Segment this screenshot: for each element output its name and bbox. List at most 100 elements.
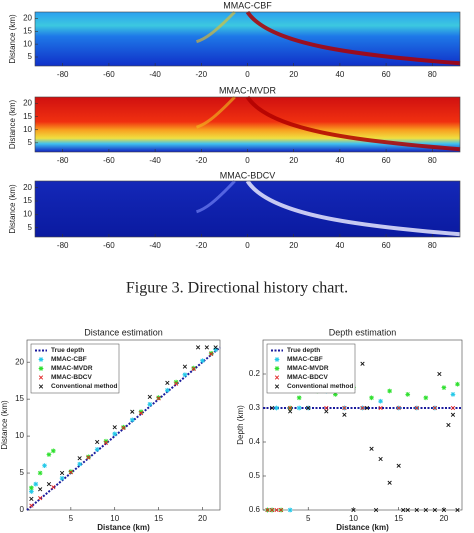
legend-label: MMAC-CBF — [51, 356, 87, 363]
point — [121, 424, 126, 430]
point — [432, 405, 437, 411]
point — [387, 480, 392, 485]
x-tick-label: 60 — [382, 70, 391, 79]
x-tick-label: 20 — [289, 156, 298, 165]
point — [432, 507, 437, 513]
point — [423, 395, 429, 401]
legend-label: MMAC-BDCV — [51, 374, 92, 381]
y-tick-label: 15 — [23, 196, 32, 205]
point — [29, 503, 34, 508]
point — [414, 507, 419, 513]
x-tick-label: 0 — [245, 156, 250, 165]
legend-label: Conventional method — [287, 383, 353, 390]
point — [46, 482, 52, 487]
y-tick-label: 0 — [20, 505, 25, 514]
legend-swatch — [38, 357, 44, 362]
track-side — [195, 179, 236, 214]
point — [37, 470, 43, 476]
y-axis-label: Distance (km) — [8, 184, 17, 234]
point — [324, 405, 329, 411]
point — [441, 385, 447, 390]
legend-swatch — [274, 384, 280, 389]
y-tick-label: 10 — [23, 39, 32, 48]
point — [86, 455, 91, 460]
point — [360, 405, 365, 411]
point — [129, 417, 135, 423]
y-axis-label: Distance (km) — [8, 99, 17, 149]
point — [288, 405, 293, 411]
point — [450, 392, 456, 397]
point — [112, 425, 117, 430]
point — [387, 388, 392, 394]
point — [369, 395, 374, 401]
point — [103, 438, 109, 444]
x-tick-label: -80 — [57, 156, 69, 165]
point — [342, 405, 347, 411]
y-tick-label: 10 — [23, 209, 32, 218]
y-axis-label: Depth (km) — [236, 405, 245, 445]
y-tick-label: 0.5 — [249, 471, 261, 480]
legend-swatch — [38, 375, 44, 380]
point — [269, 405, 275, 411]
legend-swatch — [274, 357, 280, 362]
point — [396, 405, 401, 411]
point — [296, 395, 302, 401]
point — [360, 361, 365, 366]
x-tick-label: -40 — [149, 156, 161, 165]
x-tick-label: 0 — [245, 241, 250, 250]
point — [265, 507, 270, 513]
point — [278, 507, 284, 513]
point — [29, 489, 34, 494]
x-tick-label: -80 — [57, 70, 69, 79]
point — [173, 379, 179, 385]
point — [59, 470, 65, 476]
caption: Figure 3. Directional history chart. — [126, 280, 348, 297]
legend-box — [266, 343, 356, 394]
point — [287, 507, 293, 513]
point — [333, 392, 338, 397]
track — [245, 10, 461, 66]
x-tick-label: 80 — [428, 70, 437, 79]
point — [437, 371, 442, 377]
point — [450, 405, 456, 411]
y-tick-label: 5 — [28, 52, 33, 61]
point — [121, 425, 126, 431]
y-tick-label: 0.2 — [249, 369, 261, 378]
point — [156, 395, 161, 400]
point — [68, 469, 74, 474]
point — [156, 396, 161, 401]
x-tick-label: -20 — [196, 156, 208, 165]
point — [174, 381, 179, 386]
point — [455, 381, 460, 387]
point — [306, 405, 311, 411]
point — [95, 439, 100, 445]
point — [405, 507, 410, 513]
point — [208, 350, 214, 356]
track — [245, 95, 461, 152]
point — [364, 405, 370, 411]
legend-box — [30, 343, 120, 394]
legend-label: MMAC-BDCV — [287, 374, 328, 381]
point — [50, 448, 56, 454]
track-side — [196, 95, 236, 129]
x-tick-label: 80 — [428, 241, 437, 250]
y-tick-label: 10 — [15, 431, 24, 440]
point — [147, 394, 152, 400]
point — [369, 446, 374, 451]
legend-label: MMAC-CBF — [287, 356, 323, 363]
legend-label: True depth — [51, 347, 84, 354]
y-axis-label: Distance (km) — [0, 400, 9, 450]
y-tick-label: 15 — [15, 394, 24, 403]
legend-label: MMAC-MVDR — [51, 365, 93, 372]
point — [351, 507, 356, 513]
point — [378, 456, 383, 462]
x-tick-label: 10 — [110, 514, 119, 523]
point — [38, 487, 43, 492]
point — [77, 461, 82, 467]
point — [200, 358, 205, 364]
x-tick-label: -60 — [103, 156, 115, 165]
legend-label: MMAC-MVDR — [287, 365, 329, 372]
x-tick-label: 40 — [335, 156, 344, 165]
point — [182, 372, 188, 378]
